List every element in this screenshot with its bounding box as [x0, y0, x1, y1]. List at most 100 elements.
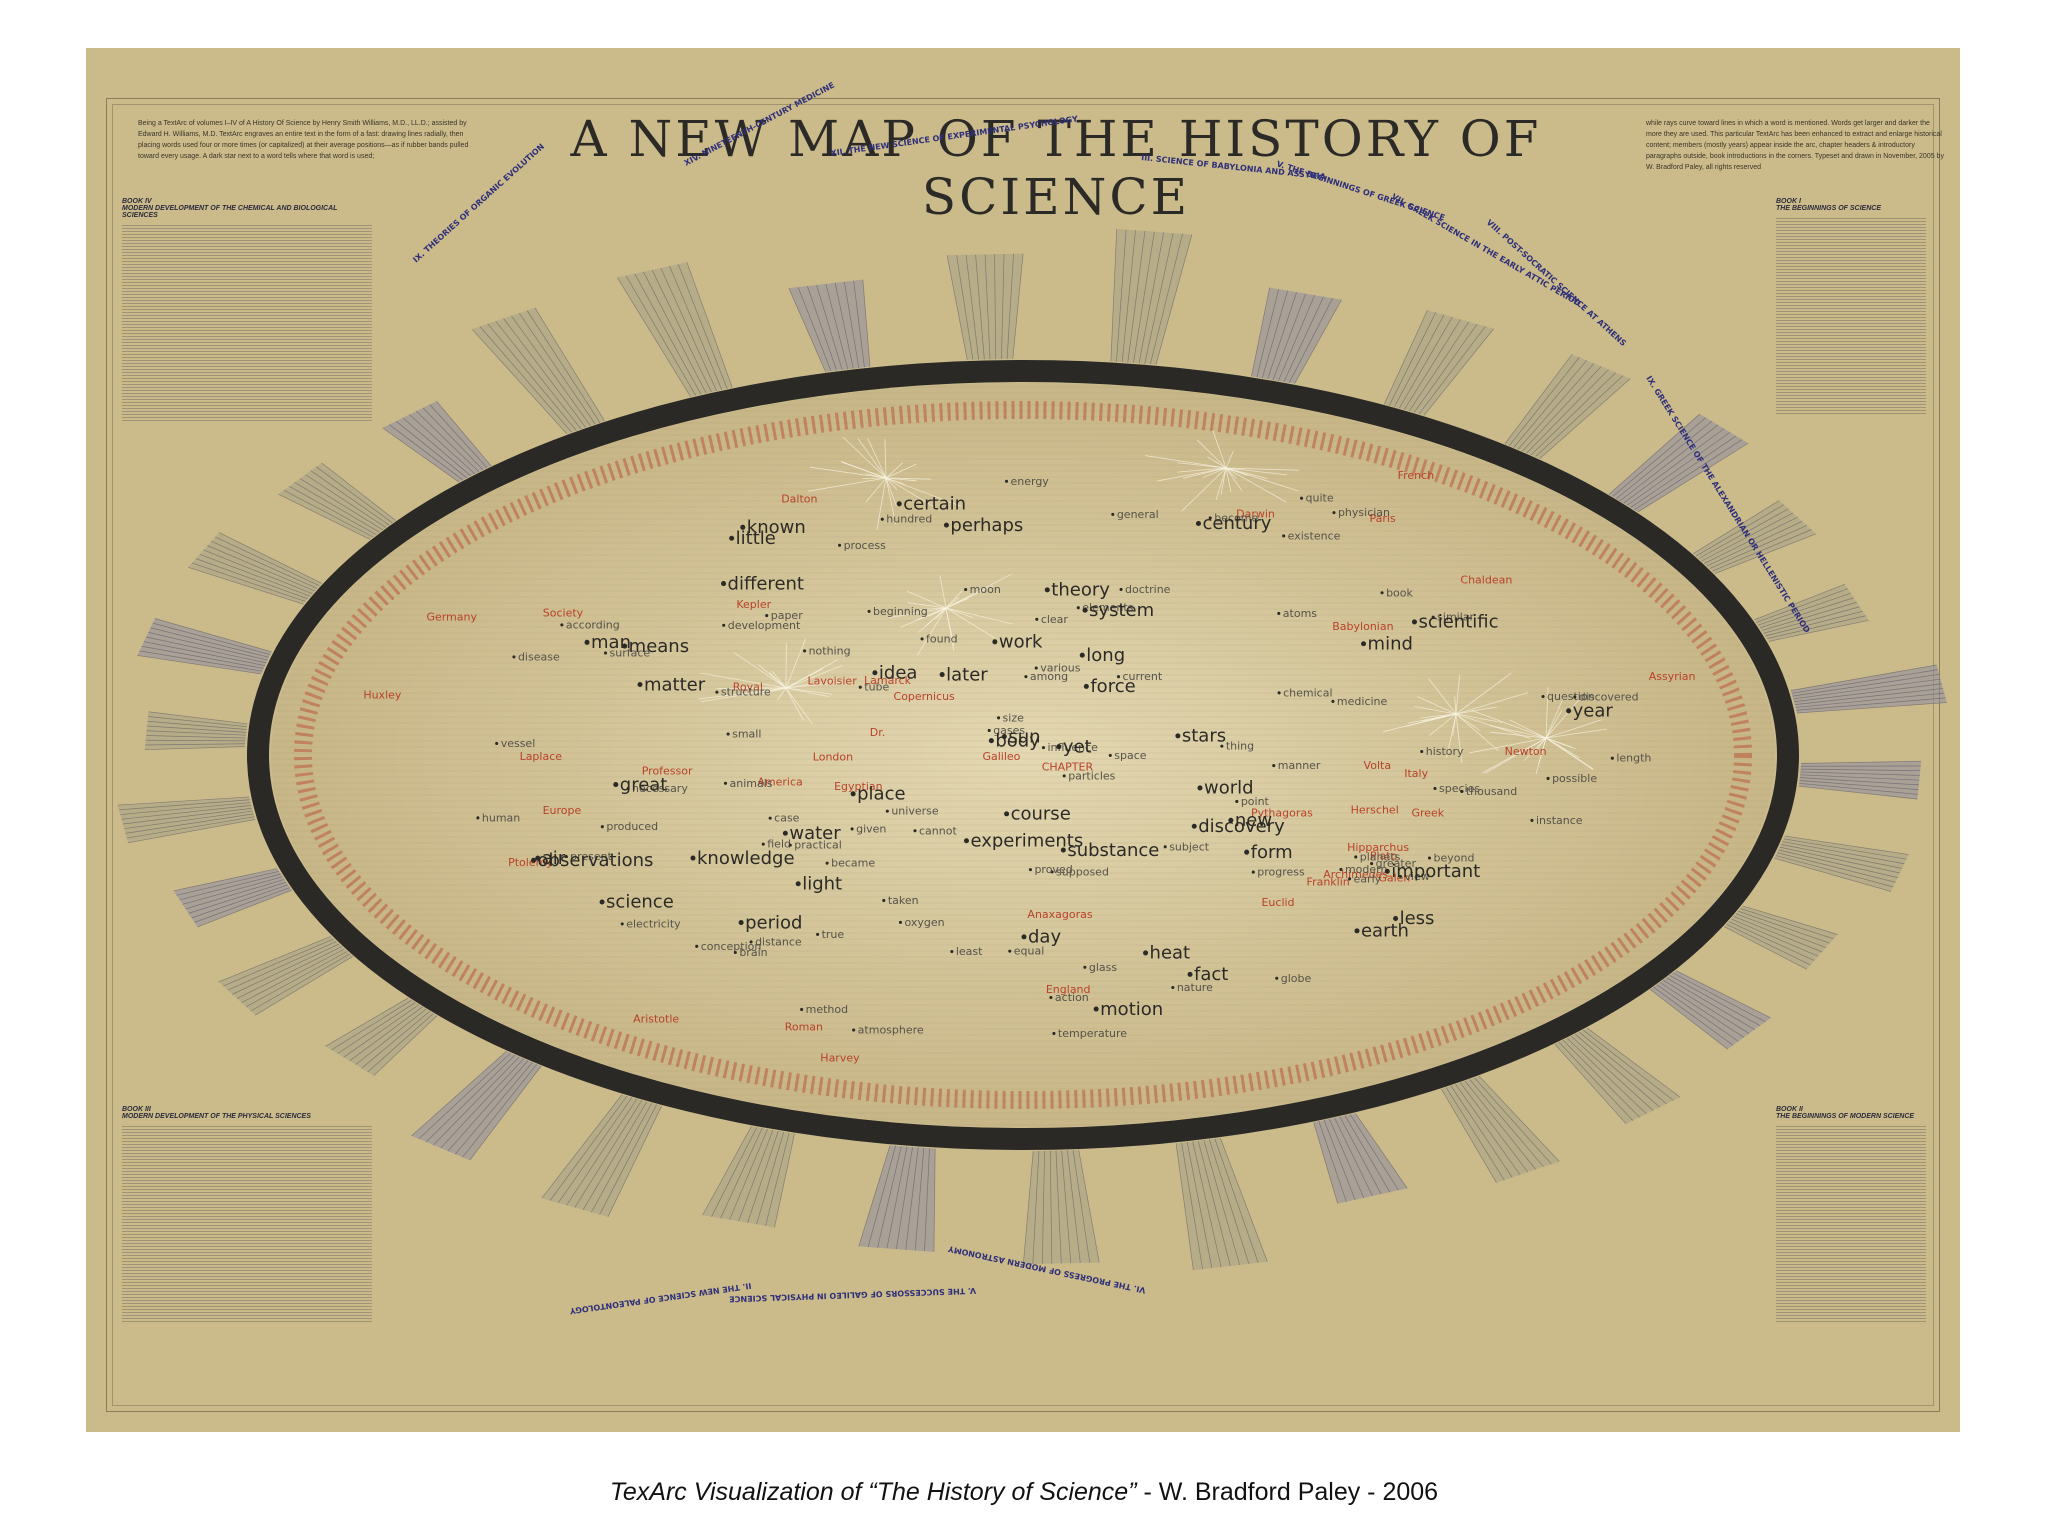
word-ray — [1545, 737, 1594, 770]
fan-line — [146, 636, 267, 664]
caption: TexArc Visualization of “The History of … — [0, 1478, 2048, 1507]
fan-line — [607, 1105, 663, 1218]
fan-line — [119, 799, 250, 811]
fan-line — [582, 1101, 648, 1211]
word-dot — [1275, 976, 1279, 980]
fan-line — [1116, 229, 1127, 362]
fan-line — [361, 1010, 431, 1069]
chapter-fan — [946, 253, 1024, 360]
frequent-word: later — [946, 664, 988, 685]
word-dot — [1277, 611, 1281, 615]
fan-line — [975, 254, 985, 360]
chapter-header: XII. THE NEW SCIENCE OF EXPERIMENTAL PSY… — [830, 114, 1079, 158]
word: energy — [1010, 475, 1049, 488]
word: brain — [739, 946, 767, 959]
fan-line — [176, 870, 280, 896]
word: current — [1122, 670, 1162, 683]
name-word: Euclid — [1261, 896, 1294, 909]
fan-line — [867, 1145, 896, 1248]
intro-blurb-left: Being a TextArc of volumes I–IV of A His… — [138, 120, 469, 160]
name-word: Egyptian — [834, 780, 883, 793]
frequent-word: heat — [1150, 943, 1191, 964]
fan-line — [1761, 601, 1857, 631]
fan-line — [1408, 321, 1470, 412]
fan-block — [278, 462, 396, 540]
chapter-fan — [1251, 287, 1342, 384]
fan-line — [1793, 678, 1941, 700]
word-dot — [723, 781, 728, 785]
name-word: Kepler — [736, 598, 771, 611]
word-dot — [1235, 799, 1239, 803]
word: beginning — [873, 605, 928, 618]
fan-block — [1554, 1028, 1681, 1124]
frequent-word: place — [857, 784, 905, 805]
fan-line — [774, 1133, 795, 1228]
word-dot — [740, 524, 746, 530]
fan-line — [148, 632, 268, 661]
fan-line — [349, 1006, 423, 1062]
frequent-word: matter — [644, 674, 706, 695]
word-dot — [838, 543, 842, 547]
frequent-word: knowledge — [697, 848, 795, 869]
word-dot — [1370, 862, 1374, 866]
fan-line — [1138, 232, 1165, 364]
fan-line — [1798, 785, 1918, 800]
frequent-word: force — [1090, 676, 1135, 697]
fan-block — [1251, 287, 1342, 384]
fan-block — [1790, 664, 1947, 714]
word: atoms — [1283, 607, 1317, 620]
name-word: America — [757, 775, 802, 788]
fan-line — [1513, 360, 1587, 448]
frequent-word: year — [1573, 701, 1614, 722]
fan-line — [179, 873, 281, 901]
book-iv-corner: BOOK IV MODERN DEVELOPMENT OF THE CHEMIC… — [122, 198, 372, 423]
book-iii-corner: BOOK III MODERN DEVELOPMENT OF THE PHYSI… — [122, 1106, 372, 1324]
fan-line — [669, 265, 723, 390]
fan-line — [215, 536, 320, 587]
word: among — [1030, 670, 1068, 683]
fan-line — [1778, 849, 1898, 878]
word-dot — [1431, 615, 1435, 619]
word-dot — [913, 829, 917, 833]
fan-line — [1780, 844, 1903, 869]
fan-block — [1798, 761, 1922, 800]
word: method — [806, 1003, 848, 1016]
word: question — [1547, 690, 1595, 703]
fan-line — [143, 641, 266, 666]
word-ray — [862, 477, 887, 479]
fan-line — [1659, 982, 1745, 1038]
name-word: Anaxagoras — [1027, 908, 1092, 921]
word-dot — [1251, 870, 1255, 874]
word-dot — [997, 716, 1001, 720]
word-dot — [850, 827, 854, 831]
fan-line — [145, 739, 246, 742]
chapter-header: VII. GREEK SCIENCE IN THE EARLY ATTIC PE… — [1390, 192, 1583, 308]
word-ray — [889, 607, 947, 618]
chapter-fan — [1608, 413, 1749, 513]
frequent-word: different — [728, 573, 804, 594]
fan-line — [1144, 233, 1174, 364]
fan-line — [1775, 855, 1894, 888]
fan-block — [411, 1051, 542, 1161]
word-dot — [896, 501, 902, 507]
word: given — [856, 822, 886, 835]
word-dot — [1530, 818, 1534, 822]
frequent-word: day — [1028, 927, 1061, 948]
word-dot — [729, 535, 735, 541]
book-text-lines — [1776, 216, 1926, 416]
word-dot — [1083, 683, 1089, 689]
word-dot — [1195, 520, 1202, 526]
fan-line — [436, 400, 492, 467]
book-label: BOOK IV — [122, 198, 152, 205]
word-dot — [600, 825, 604, 829]
fan-line — [1782, 841, 1905, 865]
fan-line — [321, 462, 396, 521]
fan-line — [194, 887, 290, 923]
word: thing — [1226, 740, 1254, 753]
book-i-corner: BOOK I THE BEGINNINGS OF SCIENCE — [1776, 198, 1926, 416]
word-dot — [1171, 985, 1175, 990]
fan-line — [182, 876, 283, 905]
fan-line — [1666, 977, 1755, 1030]
word: general — [1117, 508, 1159, 521]
fan-line — [1012, 253, 1024, 359]
